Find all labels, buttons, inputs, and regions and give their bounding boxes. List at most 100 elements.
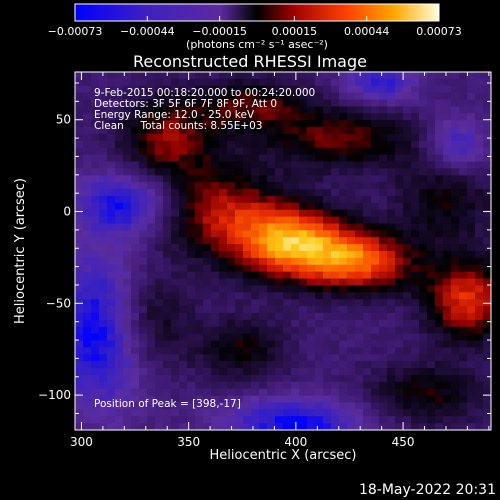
heatmap-cell	[139, 278, 148, 287]
heatmap-cell	[427, 72, 436, 80]
heatmap-cell	[363, 230, 372, 238]
heatmap-cell	[291, 368, 300, 376]
heatmap-cell	[107, 333, 116, 342]
heatmap-cell	[131, 402, 140, 410]
heatmap-cell	[107, 223, 116, 231]
heatmap-cell	[211, 285, 220, 293]
heatmap-cell	[299, 347, 308, 355]
heatmap-cell	[107, 78, 116, 87]
heatmap-cell	[211, 175, 220, 183]
heatmap-cell	[395, 368, 404, 376]
heatmap-cell	[323, 285, 332, 293]
heatmap-cell	[411, 409, 420, 417]
heatmap-cell	[251, 120, 260, 128]
heatmap-cell	[411, 416, 420, 424]
heatmap-cell	[323, 140, 332, 149]
heatmap-cell	[323, 368, 332, 376]
heatmap-cell	[419, 285, 428, 293]
heatmap-cell	[387, 189, 396, 197]
heatmap-cell	[379, 230, 388, 238]
heatmap-cell	[275, 78, 284, 87]
heatmap-cell	[363, 113, 372, 121]
heatmap-cell	[379, 388, 388, 397]
heatmap-cell	[443, 168, 452, 176]
heatmap-cell	[411, 127, 420, 135]
heatmap-cell	[395, 223, 404, 231]
heatmap-cell	[219, 209, 228, 218]
heatmap-cell	[163, 374, 172, 383]
heatmap-cell	[259, 99, 268, 108]
heatmap-cell	[187, 133, 196, 142]
heatmap-cell	[363, 202, 372, 211]
heatmap-cell	[219, 161, 228, 169]
heatmap-cell	[203, 306, 212, 314]
heatmap-cell	[259, 230, 268, 238]
heatmap-cell	[291, 271, 300, 280]
heatmap-cell	[211, 72, 220, 80]
heatmap-cell	[99, 195, 108, 204]
heatmap-cell	[363, 120, 372, 128]
heatmap-cell	[459, 72, 468, 80]
heatmap-cell	[147, 299, 156, 307]
heatmap-cell	[203, 416, 212, 424]
heatmap-cell	[363, 340, 372, 348]
heatmap-cell	[371, 209, 380, 218]
heatmap-cell	[435, 120, 444, 128]
heatmap-cell	[267, 120, 276, 128]
heatmap-cell	[339, 409, 348, 417]
heatmap-cell	[83, 251, 92, 259]
heatmap-cell	[259, 106, 268, 114]
heatmap-cell	[107, 85, 116, 94]
heatmap-cell	[107, 106, 116, 114]
heatmap-cell	[203, 402, 212, 410]
heatmap-cell	[259, 154, 268, 163]
heatmap-cell	[435, 127, 444, 135]
heatmap-cell	[195, 99, 204, 108]
heatmap-cell	[163, 251, 172, 259]
heatmap-cell	[139, 161, 148, 169]
heatmap-cell	[163, 209, 172, 218]
heatmap-cell	[155, 278, 164, 287]
heatmap-cell	[115, 99, 124, 108]
heatmap-cell	[251, 251, 260, 259]
heatmap-cell	[251, 381, 260, 390]
heatmap-cell	[171, 374, 180, 383]
heatmap-cell	[171, 347, 180, 355]
heatmap-cell	[259, 319, 268, 328]
heatmap-cell	[395, 175, 404, 183]
heatmap-cell	[195, 237, 204, 245]
heatmap-cell	[155, 209, 164, 218]
heatmap-cell	[251, 106, 260, 114]
heatmap-cell	[347, 78, 356, 87]
heatmap-cell	[107, 154, 116, 163]
heatmap-cell	[475, 285, 484, 293]
heatmap-cell	[475, 120, 484, 128]
heatmap-cell	[275, 237, 284, 245]
heatmap-cell	[347, 209, 356, 218]
heatmap-cell	[331, 312, 340, 321]
heatmap-cell	[355, 257, 364, 266]
heatmap-cell	[115, 361, 124, 369]
heatmap-cell	[411, 257, 420, 266]
heatmap-cell	[115, 347, 124, 355]
heatmap-cell	[339, 127, 348, 135]
heatmap-cell	[403, 354, 412, 362]
heatmap-cell	[171, 402, 180, 410]
heatmap-cell	[179, 278, 188, 287]
heatmap-cell	[107, 113, 116, 121]
heatmap-cell	[443, 402, 452, 410]
heatmap-cell	[355, 230, 364, 238]
heatmap-cell	[323, 230, 332, 238]
heatmap-cell	[435, 85, 444, 94]
heatmap-cell	[291, 127, 300, 135]
heatmap-cell	[267, 140, 276, 149]
heatmap-cell	[427, 230, 436, 238]
heatmap-cell	[107, 409, 116, 417]
heatmap-cell	[315, 189, 324, 197]
heatmap-cell	[275, 209, 284, 218]
heatmap-cell	[339, 230, 348, 238]
heatmap-cell	[195, 319, 204, 328]
heatmap-cell	[275, 140, 284, 149]
heatmap-cell	[379, 381, 388, 390]
heatmap-cell	[219, 223, 228, 231]
